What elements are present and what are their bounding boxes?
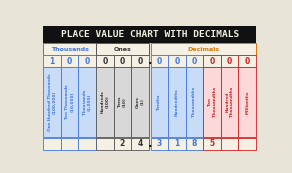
Text: Thousands
(1,000): Thousands (1,000) [83, 89, 92, 115]
Text: Hundred
Thousandths: Hundred Thousandths [225, 87, 234, 117]
FancyBboxPatch shape [131, 55, 149, 67]
Text: 1: 1 [174, 139, 180, 148]
Text: Thousandths: Thousandths [192, 87, 197, 117]
Text: 0: 0 [102, 57, 107, 66]
Text: Millionths: Millionths [245, 90, 249, 114]
Text: Ones: Ones [114, 47, 131, 52]
FancyBboxPatch shape [168, 55, 186, 67]
FancyBboxPatch shape [239, 138, 256, 150]
FancyBboxPatch shape [43, 67, 61, 137]
FancyBboxPatch shape [203, 67, 221, 137]
FancyBboxPatch shape [43, 26, 256, 43]
FancyBboxPatch shape [239, 55, 256, 67]
Text: 0: 0 [85, 57, 90, 66]
FancyBboxPatch shape [61, 67, 79, 137]
FancyBboxPatch shape [168, 67, 186, 137]
FancyBboxPatch shape [151, 67, 168, 137]
FancyBboxPatch shape [151, 43, 256, 55]
FancyBboxPatch shape [186, 138, 203, 150]
FancyBboxPatch shape [79, 67, 96, 137]
FancyBboxPatch shape [168, 138, 186, 150]
FancyBboxPatch shape [203, 55, 221, 67]
FancyBboxPatch shape [61, 55, 79, 67]
Text: 0: 0 [192, 57, 197, 66]
Text: One Hundred Thousands
(100,000): One Hundred Thousands (100,000) [48, 73, 57, 131]
Text: 4: 4 [137, 139, 142, 148]
Text: 0: 0 [120, 57, 125, 66]
Text: Tens
(10): Tens (10) [118, 97, 127, 107]
FancyBboxPatch shape [79, 55, 96, 67]
FancyBboxPatch shape [43, 138, 61, 150]
Text: Tenths: Tenths [157, 94, 161, 110]
FancyBboxPatch shape [131, 67, 149, 137]
FancyBboxPatch shape [96, 43, 149, 55]
Text: 8: 8 [192, 139, 197, 148]
FancyBboxPatch shape [221, 138, 239, 150]
Text: 0: 0 [174, 57, 180, 66]
Text: 2: 2 [120, 139, 125, 148]
FancyBboxPatch shape [151, 138, 168, 150]
Text: .: . [147, 56, 152, 66]
Text: 0: 0 [67, 57, 72, 66]
Text: Ten
Thousandths: Ten Thousandths [208, 87, 217, 117]
Text: Ten Thousands
(10,000): Ten Thousands (10,000) [65, 85, 74, 119]
FancyBboxPatch shape [221, 67, 239, 137]
Text: 5: 5 [209, 139, 215, 148]
Text: 0: 0 [137, 57, 142, 66]
FancyBboxPatch shape [221, 55, 239, 67]
FancyBboxPatch shape [186, 67, 203, 137]
FancyBboxPatch shape [96, 138, 114, 150]
Text: Hundredths: Hundredths [175, 88, 179, 116]
Text: Ones
(1): Ones (1) [135, 96, 145, 108]
FancyBboxPatch shape [79, 138, 96, 150]
FancyBboxPatch shape [203, 138, 221, 150]
FancyBboxPatch shape [151, 55, 168, 67]
FancyBboxPatch shape [114, 138, 131, 150]
Text: 3: 3 [157, 139, 162, 148]
Text: Thousands: Thousands [51, 47, 88, 52]
Text: 0: 0 [245, 57, 250, 66]
FancyBboxPatch shape [43, 55, 61, 67]
FancyBboxPatch shape [43, 43, 96, 55]
FancyBboxPatch shape [114, 67, 131, 137]
FancyBboxPatch shape [61, 138, 79, 150]
FancyBboxPatch shape [239, 67, 256, 137]
Text: Hundreds
(100): Hundreds (100) [100, 91, 109, 113]
FancyBboxPatch shape [96, 67, 114, 137]
Text: 0: 0 [227, 57, 232, 66]
FancyBboxPatch shape [114, 55, 131, 67]
Text: Decimals: Decimals [187, 47, 219, 52]
Text: 0: 0 [157, 57, 162, 66]
FancyBboxPatch shape [186, 55, 203, 67]
FancyBboxPatch shape [131, 138, 149, 150]
Text: .: . [147, 139, 152, 149]
FancyBboxPatch shape [96, 55, 114, 67]
Text: PLACE VALUE CHART WITH DECIMALS: PLACE VALUE CHART WITH DECIMALS [60, 30, 239, 39]
Text: 1: 1 [49, 57, 55, 66]
Text: 0: 0 [209, 57, 215, 66]
